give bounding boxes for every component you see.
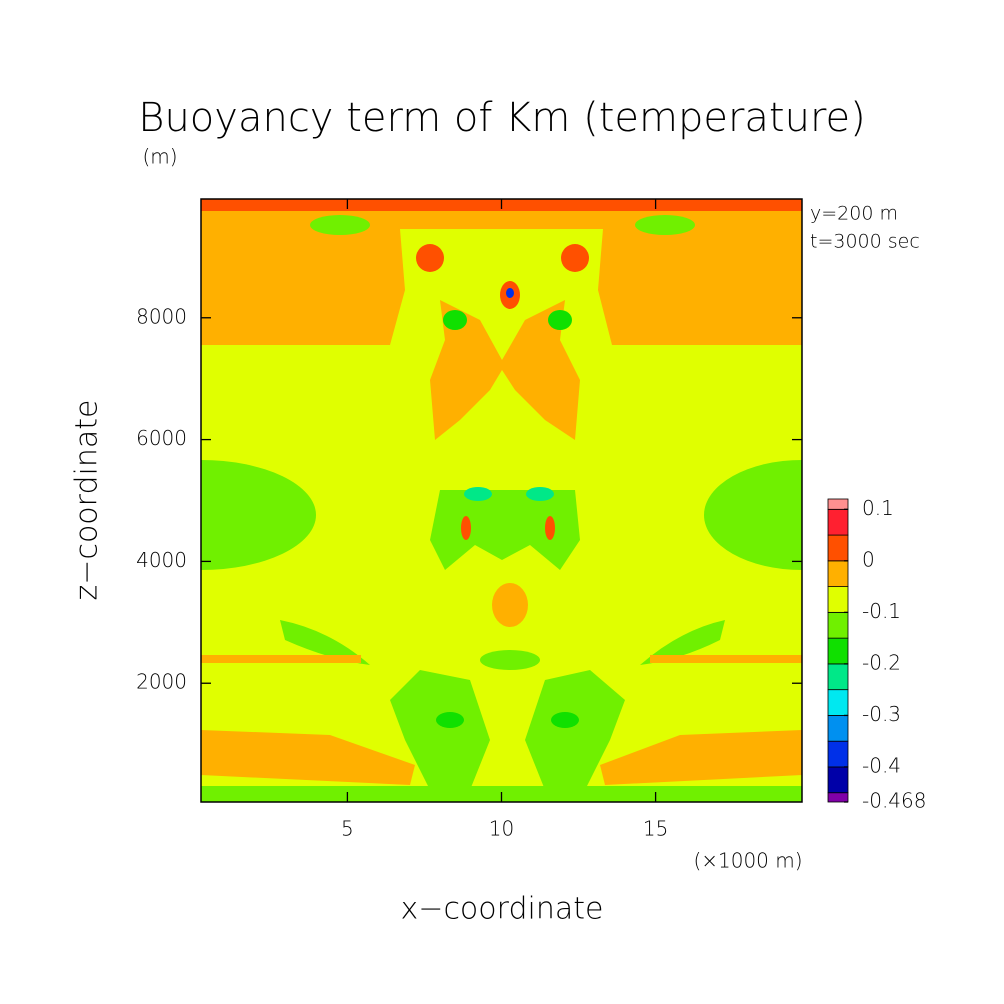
contour-field xyxy=(201,199,802,802)
colorbar-segment xyxy=(827,792,849,803)
colorbar-tick-label: 0 xyxy=(862,547,875,571)
colorbar-tick-label: -0.468 xyxy=(862,789,926,813)
colorbar-segment xyxy=(827,715,849,742)
y-tick-label: 2000 xyxy=(136,670,187,694)
y-tick-label: 8000 xyxy=(136,304,187,328)
colorbar-segment xyxy=(827,560,849,588)
colorbar-segment xyxy=(827,586,849,613)
x-axis-label: x−coordinate xyxy=(401,892,604,927)
colorbar-segment xyxy=(827,740,849,768)
annotation: y=200 m xyxy=(810,203,898,225)
colorbar-tick-label: -0.4 xyxy=(862,753,901,777)
x-tick-label: 15 xyxy=(643,817,668,841)
colorbar-segment xyxy=(827,498,849,510)
x-unit: (×1000 m) xyxy=(693,849,802,873)
colorbar-segment xyxy=(827,611,849,639)
colorbar-tick-label: -0.1 xyxy=(862,599,901,623)
colorbar-tick-label: 0.1 xyxy=(862,496,894,520)
y-tick-label: 6000 xyxy=(136,426,187,450)
colorbar-tick-label: -0.3 xyxy=(862,702,901,726)
y-axis-label: z−coordinate xyxy=(70,400,105,601)
y-unit: (m) xyxy=(142,145,177,169)
x-tick-label: 10 xyxy=(489,817,514,841)
colorbar-segment xyxy=(827,766,849,794)
annotation: t=3000 sec xyxy=(810,231,920,253)
colorbar-segment xyxy=(827,508,849,536)
colorbar-segment xyxy=(827,534,849,562)
colorbar-segment xyxy=(827,663,849,691)
y-tick-label: 4000 xyxy=(136,548,187,572)
colorbar-segment xyxy=(827,637,849,665)
colorbar-tick-label: -0.2 xyxy=(862,650,901,674)
colorbar-segment xyxy=(827,689,849,716)
x-tick-label: 5 xyxy=(341,817,354,841)
chart-title: Buoyancy term of Km (temperature) xyxy=(138,95,865,141)
